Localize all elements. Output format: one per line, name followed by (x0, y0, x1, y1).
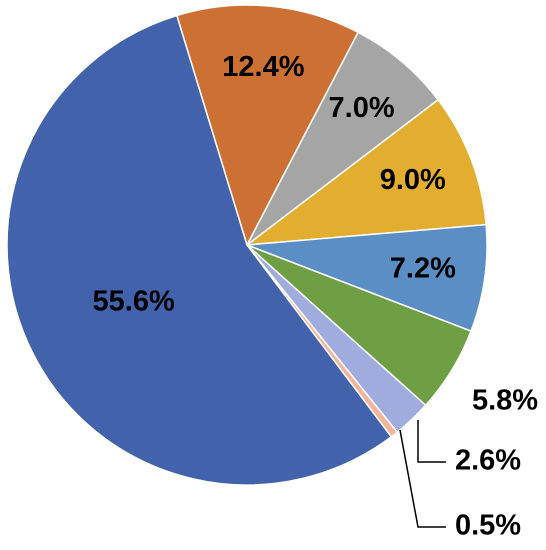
pie-slice (244, 98, 487, 246)
pie-slice (246, 223, 488, 333)
pie-slice (175, 4, 360, 247)
data-label: 7.2% (390, 253, 456, 285)
data-label: 9.0% (380, 164, 446, 196)
data-label: 7.0% (329, 92, 395, 124)
data-label: 0.5% (455, 510, 521, 542)
data-label: 55.6% (93, 285, 175, 317)
pie-slice (6, 14, 393, 486)
data-label: 5.8% (472, 385, 538, 417)
data-label: 12.4% (222, 51, 304, 83)
data-label: 2.6% (455, 445, 521, 477)
pie-slice (246, 31, 440, 246)
leader-line (417, 420, 446, 463)
leader-line (399, 429, 446, 528)
